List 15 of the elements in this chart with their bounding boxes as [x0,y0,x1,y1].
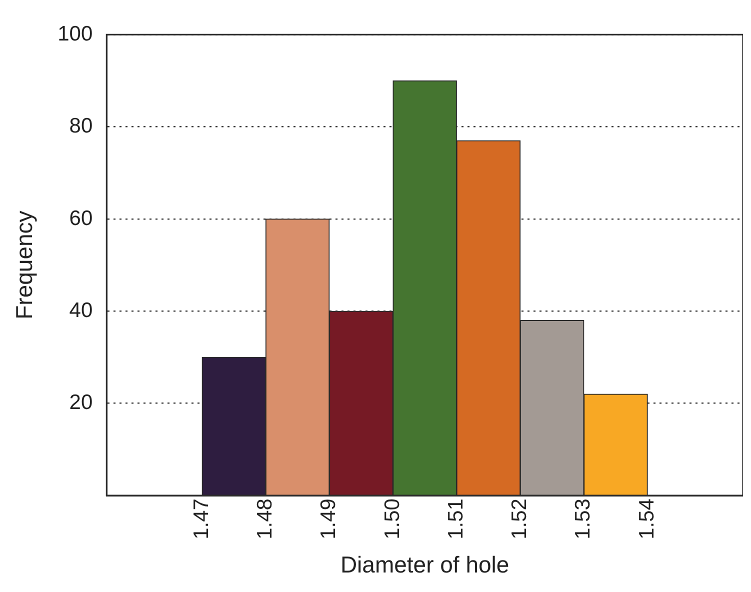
x-tick-label: 1.50 [380,498,404,540]
x-tick-label: 1.49 [317,498,340,540]
y-tick-label: 100 [58,22,93,46]
x-tick-label: 1.54 [635,498,658,540]
x-tick-label: 1.48 [254,498,277,540]
y-tick-label: 40 [69,298,93,322]
x-tick-label: 1.52 [508,498,532,540]
y-tick-label: 20 [69,391,93,414]
x-tick-label: 1.51 [444,498,468,540]
y-tick-label: 80 [69,114,93,138]
x-tick-label: 1.47 [190,498,213,540]
y-tick-label: 60 [69,206,93,230]
x-tick-label: 1.53 [572,498,595,540]
y-axis-title: Frequency [11,210,38,320]
x-axis-title: Diameter of hole [340,552,510,578]
